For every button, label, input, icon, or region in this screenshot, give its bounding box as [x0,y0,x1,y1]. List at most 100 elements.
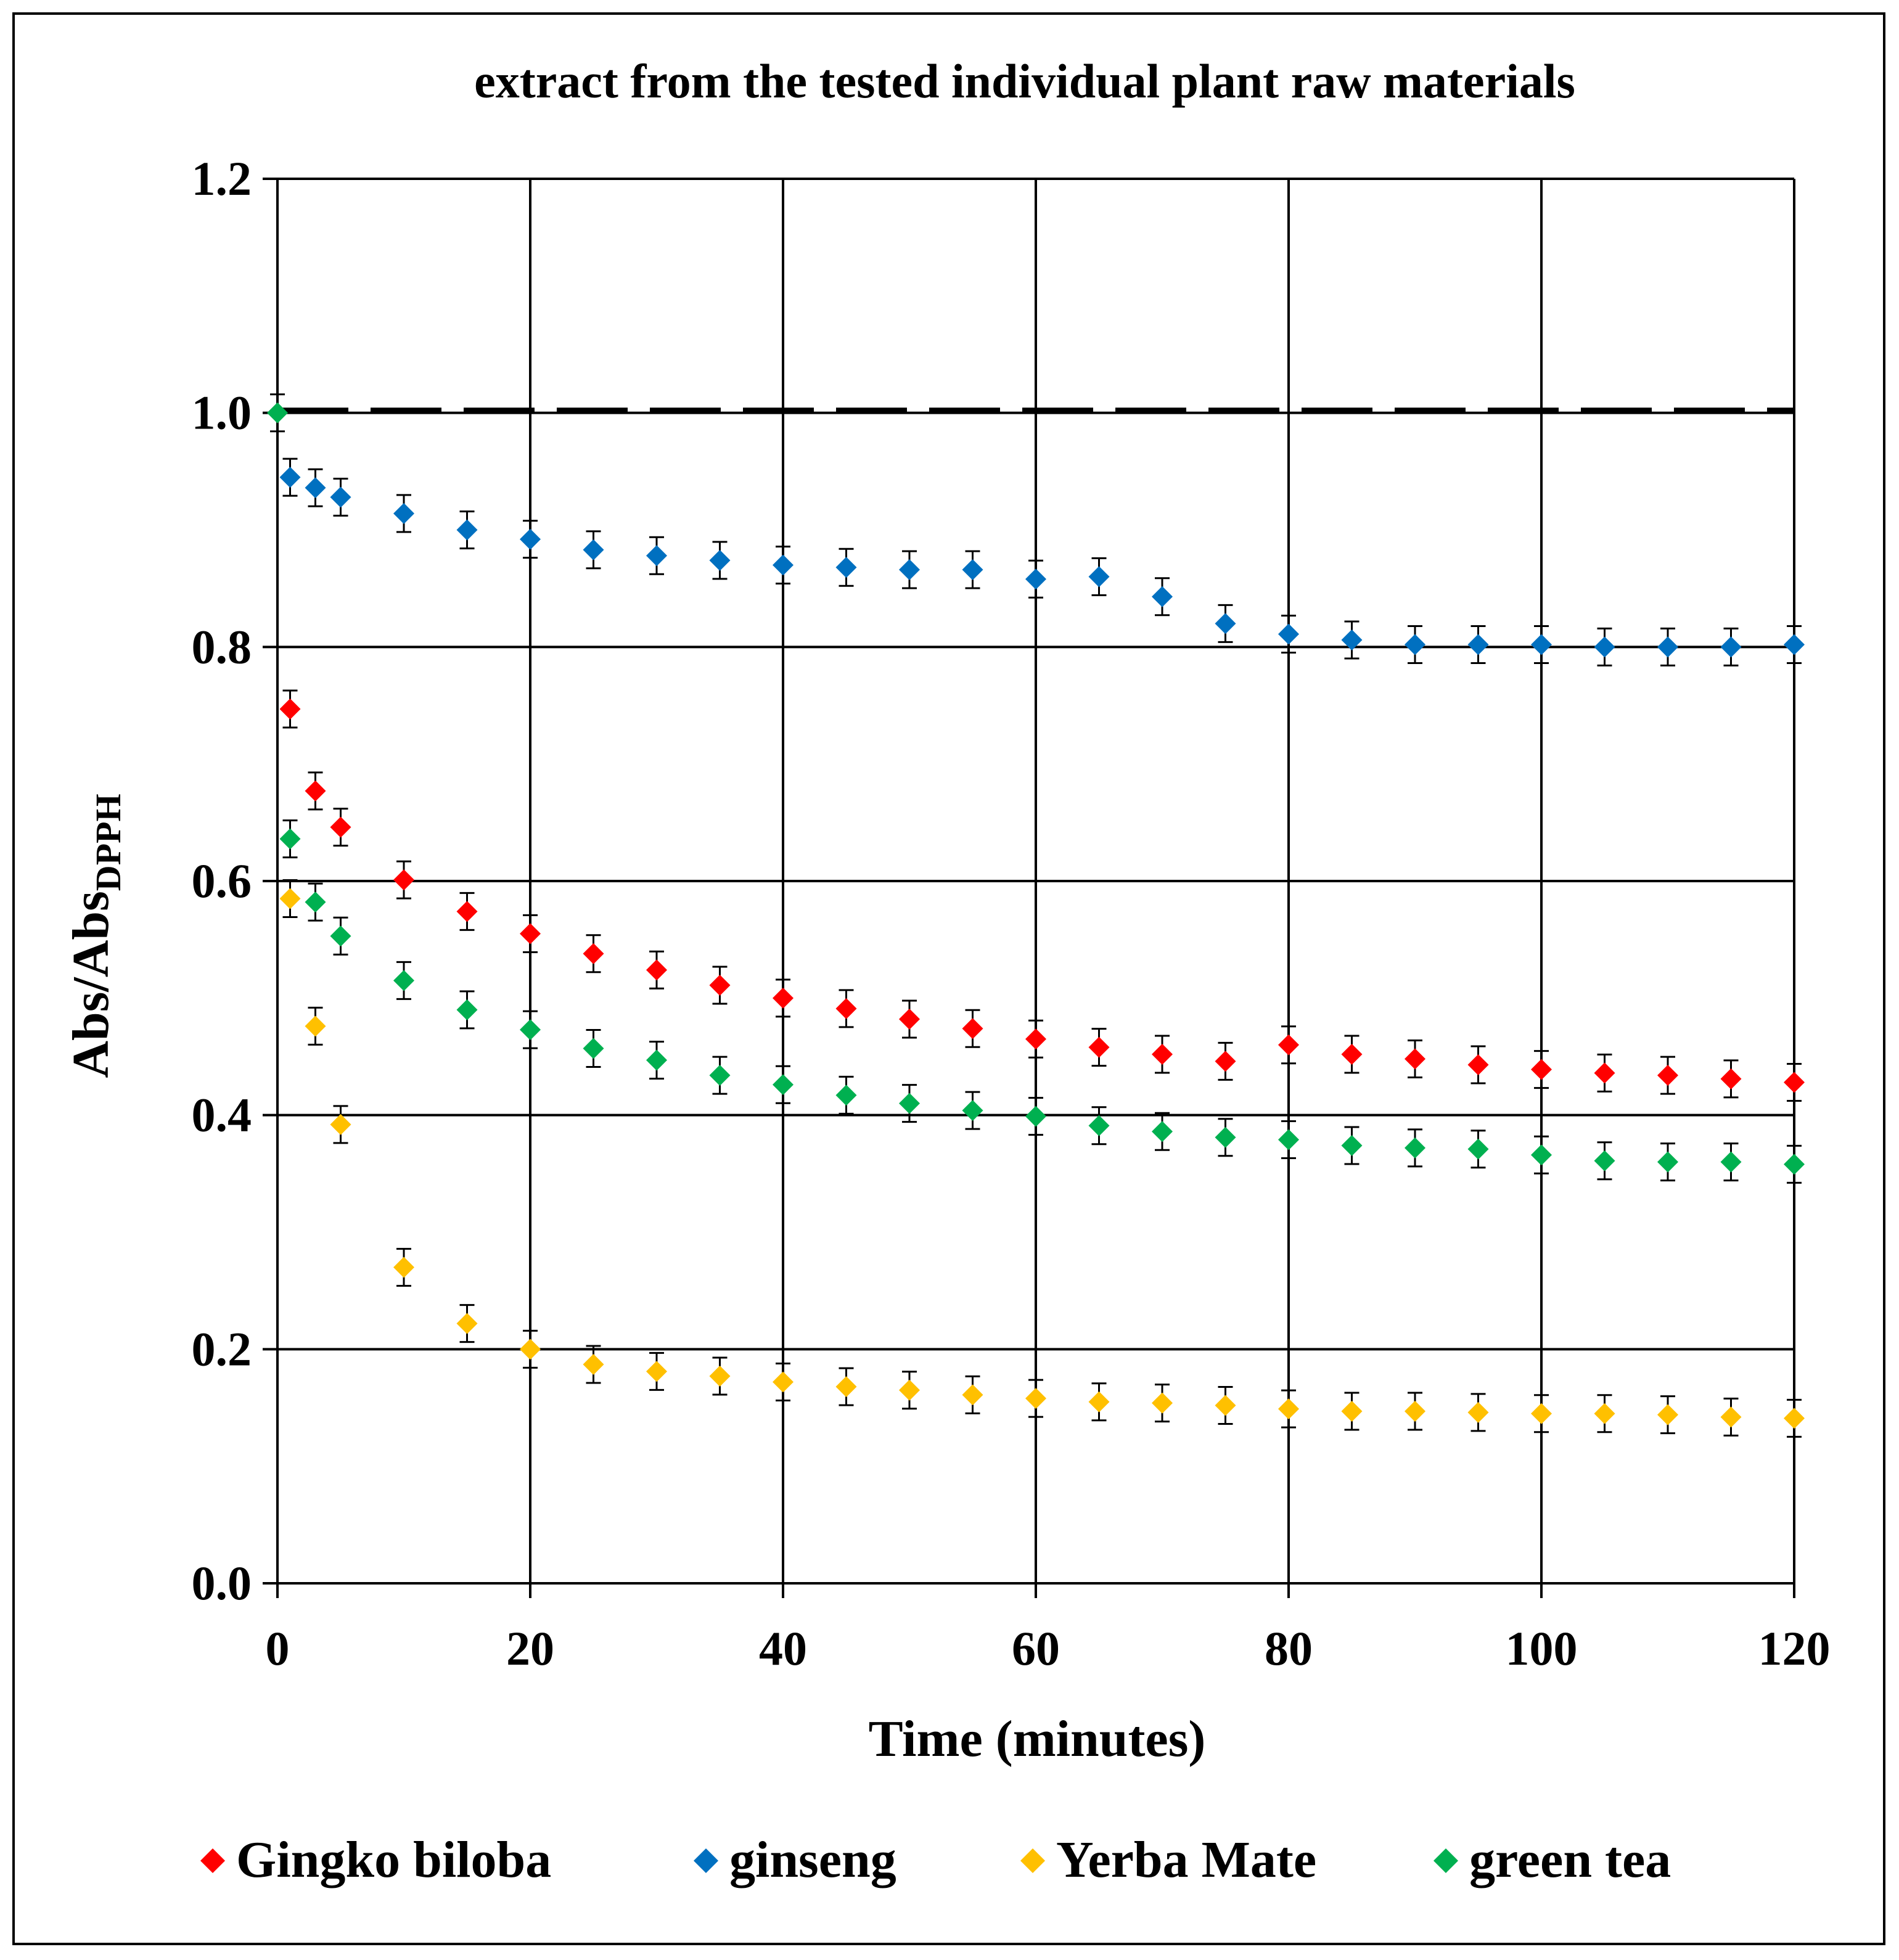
data-point-yerba-mate [1784,1398,1805,1438]
y-axis-label-subscript: DPPH [88,793,128,891]
diamond-marker [1657,636,1678,658]
data-point-ginseng [520,520,541,559]
diamond-marker [1784,1072,1805,1093]
diamond-marker [456,519,478,541]
diamond-marker [1720,1406,1742,1428]
diamond-marker [305,1015,326,1037]
data-point-gingko-biloba [1720,1059,1742,1099]
diamond-marker [1467,1054,1489,1076]
diamond-marker [393,1257,414,1278]
data-point-yerba-mate [1025,1379,1046,1418]
data-point-ginseng [646,536,667,575]
data-point-gingko-biloba [962,1009,983,1048]
diamond-marker [1405,1400,1425,1422]
diamond-marker [1088,1115,1110,1136]
diamond-marker [1341,1400,1363,1422]
diamond-marker [1025,568,1046,590]
data-points [267,393,1805,1438]
diamond-marker [835,1085,857,1106]
data-point-gingko-biloba [773,978,794,1018]
y-tick-label: 0.8 [192,620,252,673]
data-point-green-tea [1467,1130,1489,1169]
diamond-marker [1531,1403,1552,1424]
data-point-yerba-mate [330,1105,351,1144]
diamond-marker [393,970,414,991]
data-point-yerba-mate [835,1367,857,1406]
diamond-marker [583,539,604,560]
data-point-ginseng [279,457,301,497]
diamond-marker [1594,636,1615,658]
diamond-marker [1784,1408,1805,1429]
legend-label: Gingko biloba [236,1831,551,1888]
diamond-marker [709,549,731,571]
diamond-marker [1025,1105,1046,1127]
diamond-marker [1341,629,1363,650]
x-axis-label: Time (minutes) [869,1710,1206,1768]
diamond-marker [709,1065,731,1086]
data-point-gingko-biloba [279,689,301,729]
diamond-marker [520,1339,541,1360]
diamond-marker [1025,1388,1046,1409]
y-axis-label: Abs/AbsDPPH [62,793,128,1078]
data-point-yerba-mate [279,879,301,918]
diamond-marker [1531,1144,1552,1166]
tick-labels: 0.0 0.2 0.4 0.6 0.8 1.0 1.2 0 20 40 60 80 100 120 [192,152,1831,1675]
diamond-marker [1152,1121,1173,1142]
diamond-marker [520,528,541,550]
diamond-marker [1152,1392,1173,1414]
diamond-marker [1594,1150,1615,1171]
diamond-marker [456,901,478,922]
diamond-marker [1531,634,1552,655]
data-point-gingko-biloba [1088,1028,1110,1067]
chart-frame [12,12,1885,1945]
diamond-marker [520,1019,541,1041]
y-tick-label: 1.2 [192,152,252,205]
data-point-yerba-mate [1278,1389,1299,1429]
diamond-marker [646,1049,667,1071]
diamond-marker [1341,1043,1363,1065]
diamond-marker [1215,1395,1236,1416]
diamond-marker [773,1074,794,1096]
diamond-marker [1405,1137,1425,1158]
data-point-gingko-biloba [1467,1045,1489,1085]
data-point-green-tea [1405,1128,1425,1168]
data-point-ginseng [1720,627,1742,666]
data-point-green-tea [1088,1106,1110,1146]
data-point-green-tea [520,1010,541,1049]
data-point-green-tea [330,916,351,956]
y-tick-label: 0.0 [192,1556,252,1610]
legend-label: Yerba Mate [1056,1831,1316,1888]
data-point-green-tea [305,882,326,922]
data-point-gingko-biloba [1594,1053,1615,1093]
diamond-marker [456,999,478,1020]
x-tick-label: 60 [1012,1622,1060,1675]
diamond-marker [1467,634,1489,655]
x-tick-label: 80 [1265,1622,1313,1675]
diamond-marker [1025,1028,1046,1050]
axes [263,178,1795,1598]
diamond-marker [1657,1404,1678,1425]
y-axis-label-main: Abs/Abs [62,891,120,1078]
legend-label: green tea [1469,1831,1671,1888]
data-point-ginseng [1467,625,1489,665]
data-point-gingko-biloba [1531,1050,1552,1089]
y-tick-label: 1.0 [192,386,252,440]
diamond-marker [773,554,794,576]
x-tick-label: 40 [759,1622,807,1675]
diamond-marker [773,987,794,1009]
diamond-marker [1720,636,1742,658]
data-point-ginseng [583,530,604,570]
diamond-marker [1088,566,1110,588]
diamond-marker [1531,1059,1552,1080]
data-point-ginseng [305,468,326,507]
data-point-yerba-mate [520,1329,541,1369]
data-point-yerba-mate [1088,1382,1110,1422]
data-point-green-tea [1025,1097,1046,1136]
data-point-green-tea [1720,1142,1742,1182]
diamond-marker [899,1009,920,1030]
diamond-marker [279,698,301,720]
diamond-marker [1152,586,1173,607]
diamond-marker [279,467,301,488]
data-point-gingko-biloba [1152,1035,1173,1074]
data-point-yerba-mate [1531,1394,1552,1433]
